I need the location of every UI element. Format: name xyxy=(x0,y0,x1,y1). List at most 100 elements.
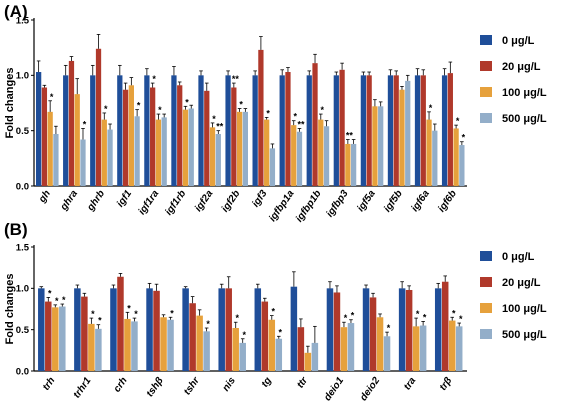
y-tick-label: 1.5 xyxy=(16,15,30,26)
bar-group-igf5a xyxy=(360,71,384,186)
panel-label: (A) xyxy=(4,2,28,21)
bar xyxy=(268,319,276,371)
bar-group-igfbp1a: *** xyxy=(279,67,305,186)
y-axis-label: Fold changes xyxy=(4,68,16,139)
bar xyxy=(232,328,239,371)
significance-mark: * xyxy=(98,316,102,326)
bar xyxy=(372,106,378,186)
significance-mark: * xyxy=(452,308,456,318)
bar-group-igf1: * xyxy=(117,64,141,186)
bar-group-igf2b: *** xyxy=(225,70,248,186)
category-label: igf1ra xyxy=(137,188,162,217)
bar xyxy=(340,327,348,371)
bar xyxy=(387,75,394,186)
bar xyxy=(333,292,341,371)
bar-group-igf5b xyxy=(387,69,411,186)
category-label: deio2 xyxy=(358,375,382,403)
significance-mark: * xyxy=(235,313,239,323)
bar xyxy=(285,72,291,186)
legend-label: 100 μg/L xyxy=(502,303,547,315)
category-label: trh xyxy=(41,375,58,392)
category-label: deio1 xyxy=(322,375,346,403)
bar xyxy=(203,331,210,371)
significance-mark: * xyxy=(55,296,59,306)
bar xyxy=(68,60,75,186)
bar xyxy=(160,317,167,371)
category-label: igf1 xyxy=(115,188,134,209)
bar xyxy=(306,75,312,186)
bar xyxy=(134,116,140,186)
bar xyxy=(59,306,66,371)
bar xyxy=(45,301,52,371)
category-label: igf6b xyxy=(436,188,459,214)
bar xyxy=(304,352,312,371)
category-label: igf5a xyxy=(355,188,378,214)
bar xyxy=(383,336,391,371)
bar xyxy=(345,143,351,186)
bar xyxy=(269,148,276,186)
bar xyxy=(399,89,405,186)
significance-mark: ** xyxy=(232,74,240,84)
legend-label: 20 μg/L xyxy=(502,277,541,289)
category-label: trhr1 xyxy=(71,375,93,400)
bar xyxy=(107,129,113,186)
category-label: gh xyxy=(36,188,53,205)
bar xyxy=(414,75,421,186)
bar xyxy=(124,318,131,371)
significance-mark: * xyxy=(456,116,460,126)
significance-mark: * xyxy=(134,309,138,319)
bar xyxy=(311,342,319,371)
significance-mark: * xyxy=(321,105,325,115)
y-tick-label: 1.0 xyxy=(16,284,29,295)
bar xyxy=(231,87,237,186)
bar xyxy=(441,75,448,186)
significance-mark: * xyxy=(272,307,276,317)
bar xyxy=(95,328,102,371)
significance-mark: * xyxy=(344,313,348,323)
category-label: igfbp1b xyxy=(294,188,324,224)
bar xyxy=(81,296,88,371)
bar xyxy=(52,307,59,371)
bar xyxy=(95,48,102,187)
bar xyxy=(347,323,355,371)
bar xyxy=(426,119,432,186)
bar xyxy=(360,75,367,186)
bar-group-tshr: * xyxy=(182,286,210,371)
significance-mark: * xyxy=(279,327,283,337)
bar xyxy=(291,125,297,186)
bar xyxy=(155,119,162,186)
bar xyxy=(258,49,264,186)
bar xyxy=(252,75,258,186)
bar-group-ttr xyxy=(290,271,319,371)
bar xyxy=(369,297,377,371)
bar-group-igf1rb: * xyxy=(171,66,194,186)
significance-mark: * xyxy=(91,309,95,319)
bar xyxy=(459,145,465,186)
bar xyxy=(161,117,167,186)
panel-label: (B) xyxy=(4,220,28,239)
category-label: igfbp3 xyxy=(324,188,350,219)
legend-swatch xyxy=(480,251,492,261)
bar xyxy=(90,75,96,186)
significance-mark: * xyxy=(158,105,162,115)
bar xyxy=(53,133,59,186)
bar-group-igfbp1b: * xyxy=(306,53,330,186)
category-label: crh xyxy=(112,375,130,394)
bar xyxy=(339,69,345,186)
bar-group-deio1: * * xyxy=(326,281,355,371)
bar xyxy=(63,75,69,186)
bar xyxy=(350,143,357,186)
category-label: trβ xyxy=(438,375,455,392)
y-tick-label: 0.0 xyxy=(16,366,29,377)
bar xyxy=(412,326,420,371)
bar xyxy=(261,301,269,371)
bar-group-ghra: * xyxy=(63,56,87,186)
bar xyxy=(80,139,86,186)
bar xyxy=(264,119,270,186)
bar-group-trhr1: ** xyxy=(74,284,102,371)
bar xyxy=(275,338,283,371)
bar xyxy=(398,288,406,371)
legend: 0 μg/L 20 μg/L 100 μg/L 500 μg/L xyxy=(480,35,547,125)
